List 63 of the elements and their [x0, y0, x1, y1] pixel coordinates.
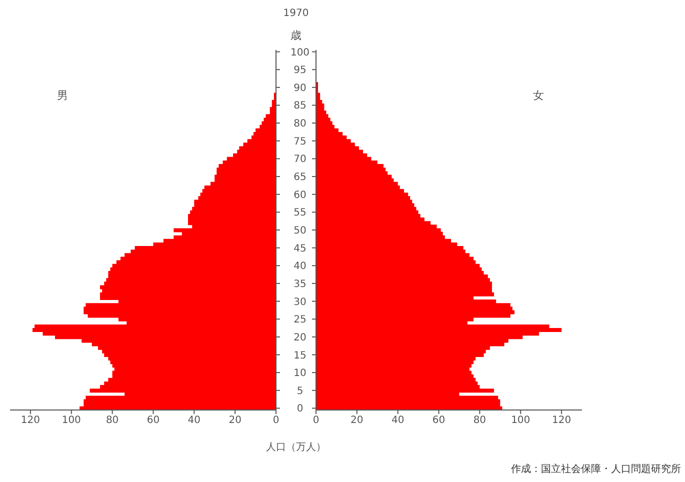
y-tick-label: 60 [294, 190, 306, 201]
bar [316, 146, 359, 150]
x-tick-label: 120 [20, 415, 40, 426]
bar [316, 256, 474, 261]
x-tick-label: 80 [106, 415, 119, 426]
text: 作成：国立社会保障・人口問題研究所 [511, 462, 681, 476]
y-tick-label: 35 [294, 278, 306, 290]
bar [316, 310, 514, 314]
bar [316, 228, 441, 232]
bar [114, 367, 276, 372]
y-tick-label: 55 [294, 208, 306, 219]
bar [264, 118, 276, 122]
x-tick-label: 80 [473, 415, 486, 426]
chart-title: 1970 [283, 8, 309, 19]
y-tick-label: 75 [294, 136, 306, 148]
y-tick-label: 95 [294, 65, 306, 76]
y-tick-label: 70 [294, 154, 306, 166]
y-tick-label: 65 [294, 172, 306, 184]
y-tick-label: 10 [294, 368, 306, 380]
y-tick-label: 80 [294, 118, 306, 130]
x-tick-label: 120 [552, 415, 572, 426]
y-tick-label: 45 [294, 243, 306, 254]
text: 男 [57, 88, 68, 103]
x-tick-label: 20 [228, 415, 242, 426]
x-tick-label: 60 [146, 415, 160, 426]
y-tick-label: 15 [294, 350, 306, 362]
y-tick-label: 85 [294, 100, 306, 112]
x-tick-label: 40 [188, 415, 201, 426]
bar [316, 396, 498, 400]
x-tick-label: 100 [511, 415, 530, 426]
x-tick-label: 100 [62, 415, 81, 426]
y-tick-label: 40 [294, 261, 306, 272]
x-tick-label: 40 [391, 415, 404, 426]
bar [239, 146, 276, 150]
bar [316, 200, 412, 204]
x-tick-label: 20 [350, 415, 364, 426]
bar [86, 396, 276, 400]
bar [174, 228, 276, 232]
y-tick-label: 0 [296, 404, 304, 415]
bar [316, 367, 470, 372]
bar [100, 285, 276, 290]
text: 女 [533, 88, 544, 103]
x-tick-label: 0 [312, 415, 320, 426]
y-tick-label: 90 [294, 82, 306, 94]
x-tick-label: 60 [432, 415, 446, 426]
y-tick-label: 25 [294, 314, 306, 326]
bar [316, 285, 492, 290]
y-axis-title: 歳 [290, 28, 302, 43]
y-tick-label: 5 [296, 386, 304, 397]
x-tick-label: 0 [272, 415, 280, 426]
bar [316, 388, 494, 393]
bar [120, 256, 276, 261]
bar [194, 200, 276, 204]
bar [216, 171, 276, 176]
y-tick-label: 100 [290, 47, 310, 58]
x-axis-title: 人口（万人） [266, 441, 326, 454]
bar [316, 171, 388, 176]
bar [316, 118, 330, 122]
y-tick-label: 30 [294, 296, 306, 308]
y-tick-label: 50 [294, 226, 306, 236]
bar [84, 310, 276, 314]
y-tick-label: 20 [294, 332, 306, 344]
bar [316, 314, 510, 318]
